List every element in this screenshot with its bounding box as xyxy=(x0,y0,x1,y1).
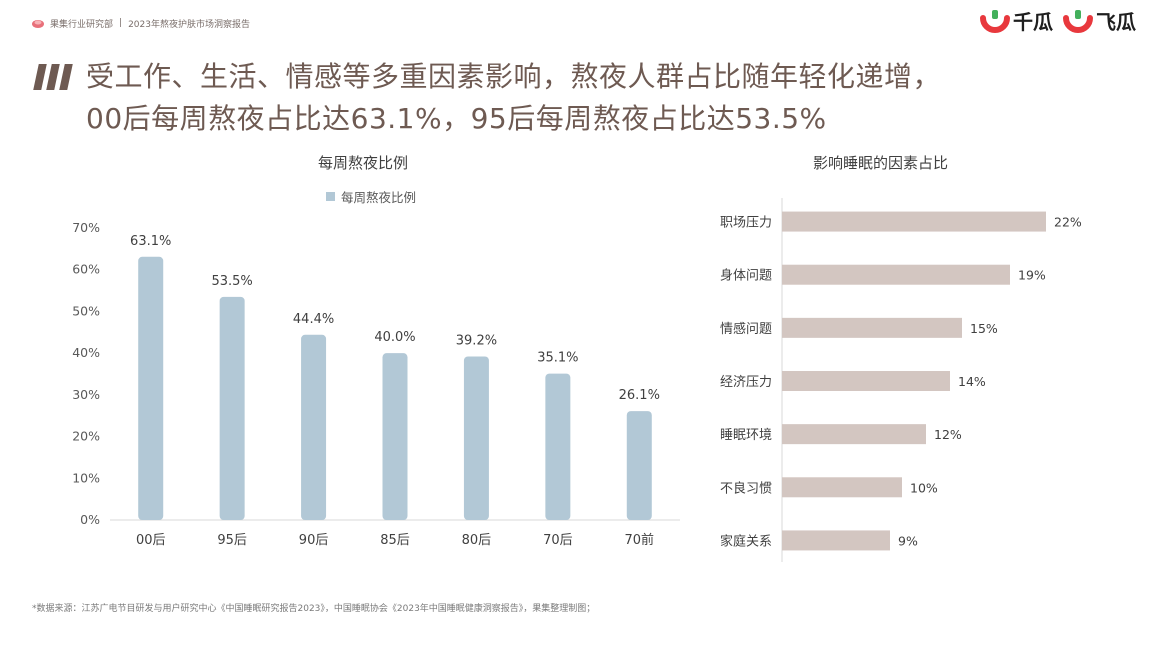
report-org: 果集行业研究部 xyxy=(50,19,114,30)
brand-name: 飞瓜 xyxy=(1096,10,1136,34)
bar xyxy=(219,296,245,520)
data-label: 19% xyxy=(1018,268,1046,283)
bar xyxy=(782,211,1046,232)
page-title-line2: 00后每周熬夜占比达63.1%，95后每周熬夜占比达53.5% xyxy=(86,102,827,135)
y-tick-label: 50% xyxy=(72,303,100,318)
left-chart-legend: 每周熬夜比例 xyxy=(326,187,416,206)
page-title: 受工作、生活、情感等多重因素影响，熬夜人群占比随年轻化递增， 00后每周熬夜占比… xyxy=(86,56,1126,140)
x-tick-label: 70后 xyxy=(543,533,573,548)
report-header: 果集行业研究部 | 2023年熬夜护肤市场洞察报告 xyxy=(32,16,250,30)
brand-logos: 千瓜 飞瓜 xyxy=(980,6,1136,35)
category-label: 身体问题 xyxy=(720,268,772,284)
bar xyxy=(301,334,327,520)
bar xyxy=(782,477,902,498)
x-tick-label: 00后 xyxy=(136,533,166,548)
bar xyxy=(138,256,164,520)
data-label: 14% xyxy=(958,374,986,389)
right-chart-title: 影响睡眠的因素占比 xyxy=(813,154,949,172)
y-tick-label: 10% xyxy=(72,470,100,485)
legend-label: 每周熬夜比例 xyxy=(341,190,417,205)
brand-name: 千瓜 xyxy=(1013,10,1053,34)
bar xyxy=(463,356,489,520)
brand-feigua: 飞瓜 xyxy=(1063,6,1136,35)
y-tick-label: 20% xyxy=(72,429,100,444)
y-tick-label: 40% xyxy=(72,345,100,360)
data-label: 26.1% xyxy=(619,388,660,403)
y-tick-label: 0% xyxy=(80,512,100,527)
category-label: 不良习惯 xyxy=(720,480,772,496)
y-tick-label: 30% xyxy=(72,387,100,402)
sleep-factors-chart: 职场压力 22% 身体问题 19% 情感问题 15% 经济压力 14% 睡眠环境 12% 不良习惯 1… xyxy=(720,198,1082,562)
data-label: 15% xyxy=(970,321,998,336)
bar xyxy=(545,373,571,520)
page-title-line1: 受工作、生活、情感等多重因素影响，熬夜人群占比随年轻化递增， xyxy=(86,60,942,93)
x-tick-label: 70前 xyxy=(625,532,655,548)
left-chart-title: 每周熬夜比例 xyxy=(318,154,409,172)
guoji-logo-icon xyxy=(32,19,44,28)
bar xyxy=(382,353,408,520)
header-separator: | xyxy=(119,18,123,28)
qiangua-logo-icon xyxy=(980,9,1010,33)
x-tick-label: 95后 xyxy=(217,533,247,548)
category-label: 睡眠环境 xyxy=(720,428,772,443)
data-label: 53.5% xyxy=(211,274,252,289)
data-label: 40.0% xyxy=(374,330,415,345)
bar xyxy=(782,530,890,551)
brand-qiangua: 千瓜 xyxy=(980,6,1053,35)
category-label: 情感问题 xyxy=(720,321,772,337)
bar xyxy=(782,264,1010,285)
bar xyxy=(782,317,962,338)
feigua-logo-icon xyxy=(1063,9,1093,33)
bar xyxy=(782,371,950,391)
weekly-stay-up-chart: 0% 10% 20% 30% 40% 50% 60% 70% 63.1% 00后 53.5% 95后 4… xyxy=(72,220,680,548)
data-label: 10% xyxy=(910,480,938,495)
data-label: 39.2% xyxy=(456,333,497,348)
data-label: 12% xyxy=(934,427,962,442)
x-tick-label: 90后 xyxy=(299,533,329,548)
data-label: 22% xyxy=(1054,215,1082,230)
data-label: 9% xyxy=(898,533,918,548)
report-name: 2023年熬夜护肤市场洞察报告 xyxy=(128,19,250,30)
data-label: 44.4% xyxy=(293,312,334,327)
category-label: 经济压力 xyxy=(720,375,772,390)
y-tick-label: 70% xyxy=(72,220,100,235)
category-label: 家庭关系 xyxy=(720,533,772,549)
data-source-footnote: *数据来源：江苏广电节目研发与用户研究中心《中国睡眠研究报告2023》，中国睡眠… xyxy=(32,604,596,614)
data-label: 35.1% xyxy=(537,351,578,366)
bar xyxy=(782,424,926,445)
data-label: 63.1% xyxy=(130,234,171,249)
y-tick-label: 60% xyxy=(72,262,100,277)
legend-swatch xyxy=(326,192,335,201)
x-tick-label: 85后 xyxy=(380,533,410,548)
category-label: 职场压力 xyxy=(720,216,772,231)
x-tick-label: 80后 xyxy=(462,533,492,548)
bar xyxy=(626,411,652,520)
